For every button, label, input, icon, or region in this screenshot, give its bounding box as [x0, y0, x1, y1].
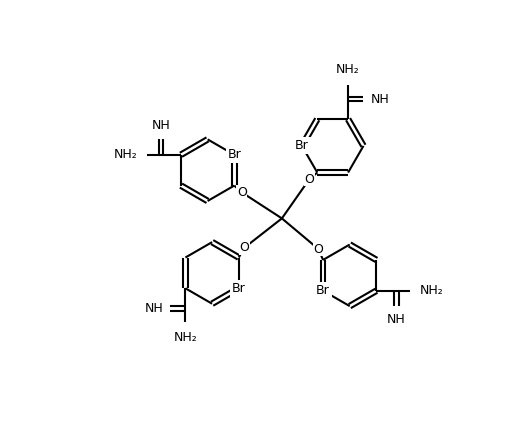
Text: NH₂: NH₂: [336, 63, 360, 76]
Text: Br: Br: [232, 282, 246, 295]
Text: O: O: [313, 243, 323, 256]
Text: O: O: [239, 241, 249, 254]
Text: NH: NH: [387, 313, 406, 326]
Text: O: O: [313, 243, 323, 256]
Text: O: O: [304, 173, 314, 186]
Text: Br: Br: [227, 148, 241, 161]
Text: NH₂: NH₂: [173, 332, 197, 345]
Text: O: O: [237, 186, 247, 199]
Text: NH: NH: [144, 302, 163, 315]
Text: NH: NH: [370, 93, 389, 105]
Text: NH: NH: [152, 119, 170, 132]
Text: O: O: [237, 186, 247, 199]
Text: O: O: [239, 241, 249, 254]
Text: NH₂: NH₂: [420, 284, 443, 297]
Text: Br: Br: [316, 284, 330, 297]
Text: NH₂: NH₂: [114, 148, 138, 161]
Text: O: O: [304, 173, 314, 186]
Text: Br: Br: [295, 139, 309, 152]
